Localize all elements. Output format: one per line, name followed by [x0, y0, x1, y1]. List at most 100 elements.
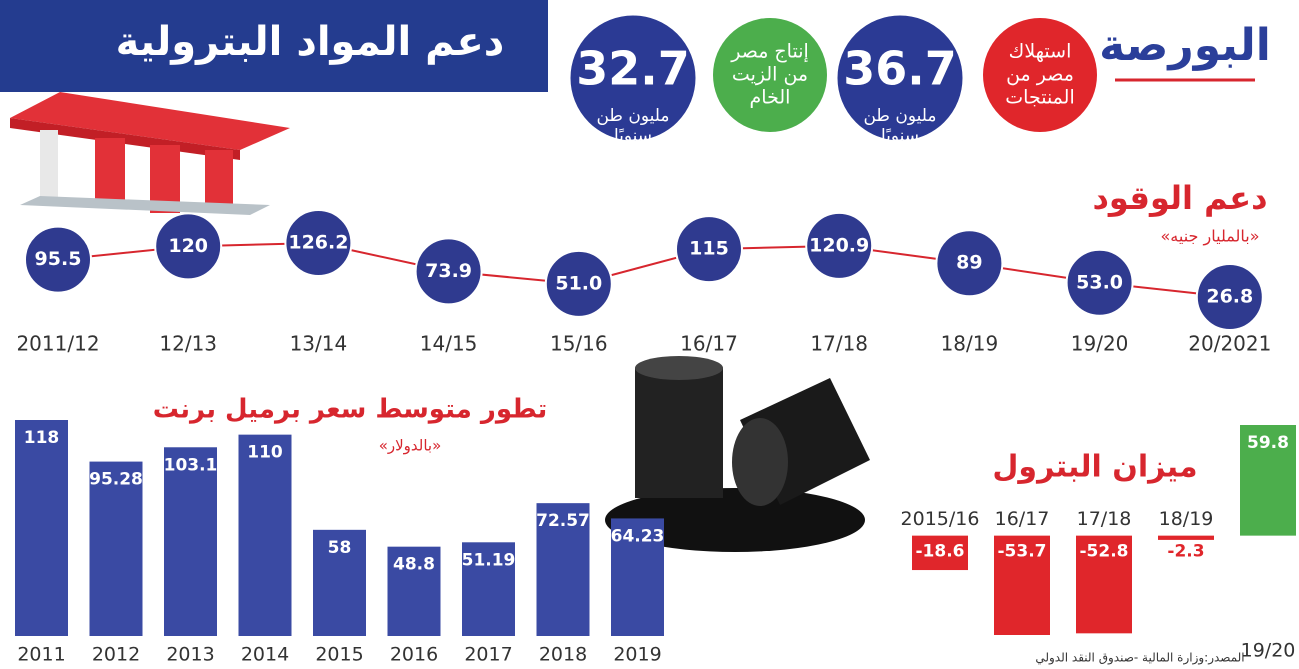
oil-spill: [605, 488, 865, 552]
chart-title: تطور متوسط سعر برميل برنت: [153, 395, 547, 425]
chart-title: دعم الوقود: [1093, 179, 1268, 217]
value-label: -52.8: [1080, 542, 1129, 562]
x-tick-label: 2015: [315, 644, 363, 666]
value-label: 95.28: [89, 470, 143, 490]
bar: [387, 546, 441, 636]
x-tick-label: 2018: [539, 644, 587, 666]
value-label: -18.6: [916, 542, 965, 562]
x-tick-label: 17/18: [810, 332, 868, 356]
x-tick-label: 14/15: [420, 332, 478, 356]
value-label: 26.8: [1206, 286, 1253, 308]
value-label: 115: [689, 238, 729, 260]
stat-unit: مليون طن: [596, 106, 669, 126]
x-tick-label: 19/20: [1241, 640, 1296, 662]
marker: [675, 215, 743, 284]
bar: [89, 461, 143, 636]
stat-unit: مليون طن: [863, 106, 936, 126]
value-label: 73.9: [425, 260, 472, 282]
x-tick-label: 16/17: [680, 332, 738, 356]
logo: البورصة: [1099, 20, 1271, 71]
value-label: 110: [247, 443, 283, 463]
source: المصدر:وزارة المالية -صندوق النقد الدولي: [1035, 651, 1244, 666]
marker: [935, 229, 1004, 298]
x-tick-label: 13/14: [290, 332, 348, 356]
stat-label: إنتاج مصر: [730, 41, 809, 64]
marker: [154, 212, 223, 281]
barrel: [635, 368, 723, 498]
bar: [1076, 535, 1132, 634]
gas-station-illustration: [10, 92, 290, 215]
value-label: 120: [168, 235, 208, 257]
pump: [95, 138, 125, 208]
x-tick-label: 20/2021: [1188, 332, 1271, 356]
line: [57, 241, 1230, 298]
x-tick-label: 2019: [613, 644, 661, 666]
title-banner: [0, 0, 548, 92]
stat-unit: سنويًا: [881, 126, 919, 146]
value-label: 58: [328, 538, 352, 558]
x-tick-label: 18/19: [1159, 508, 1214, 530]
canopy: [10, 92, 290, 150]
value-label: 103.1: [164, 455, 218, 475]
marker: [414, 237, 483, 306]
bar: [994, 535, 1050, 635]
value-label: 120.9: [809, 234, 869, 256]
stat-value: 36.7: [843, 42, 957, 96]
value-label: 72.57: [536, 511, 590, 531]
x-tick-label: 2015/16: [901, 508, 980, 530]
ground: [20, 196, 270, 215]
x-tick-label: 2012: [92, 644, 140, 666]
bar: [1240, 425, 1296, 536]
value-label: 126.2: [288, 232, 348, 254]
stat-label: المنتجات: [1005, 87, 1074, 109]
bar: [15, 420, 68, 636]
x-tick-label: 2011/12: [16, 332, 99, 356]
stat-unit: سنويًا: [614, 126, 652, 146]
bar: [313, 529, 366, 636]
x-tick-label: 2013: [166, 644, 214, 666]
x-tick-label: 2011: [17, 644, 65, 666]
marker: [284, 209, 353, 277]
x-tick-label: 19/20: [1071, 332, 1129, 356]
bar: [164, 447, 217, 636]
x-tick-label: 2017: [464, 644, 512, 666]
bar: [1158, 535, 1214, 540]
x-tick-label: 17/18: [1077, 508, 1132, 530]
barrel-top: [635, 356, 723, 380]
bar: [536, 503, 590, 636]
chart-title: ميزان البترول: [992, 450, 1197, 485]
chart-subtitle: «بالدولار»: [379, 437, 442, 455]
marker: [805, 211, 874, 280]
barrel-end: [732, 418, 788, 506]
value-label: 89: [956, 252, 982, 274]
value-label: 48.8: [393, 555, 435, 575]
x-tick-label: 18/19: [941, 332, 999, 356]
bar: [912, 535, 968, 571]
pillar: [40, 130, 58, 205]
pump: [205, 150, 233, 212]
value-label: 95.5: [35, 248, 82, 270]
value-label: 51.0: [555, 272, 602, 294]
value-label: 118: [24, 428, 60, 448]
x-tick-label: 2016: [390, 644, 438, 666]
x-tick-label: 2014: [241, 644, 289, 666]
stat-value-circle: [834, 12, 966, 144]
value-label: 51.19: [462, 550, 516, 570]
stat-value: 32.7: [576, 42, 690, 96]
stat-label: استهلاك: [1009, 41, 1072, 63]
page-title: دعم المواد البترولية: [116, 19, 505, 65]
bar: [238, 434, 292, 636]
x-tick-label: 16/17: [995, 508, 1050, 530]
marker: [544, 249, 613, 318]
x-tick-label: 12/13: [159, 332, 217, 356]
marker: [1195, 263, 1264, 331]
stat-value-circle: [567, 12, 699, 144]
bar: [462, 542, 515, 636]
value-label: -2.3: [1167, 542, 1204, 562]
marker: [24, 225, 92, 294]
bar: [611, 518, 664, 636]
chart-subtitle: «بالمليار جنيه»: [1161, 227, 1260, 247]
oil-barrels-illustration: [605, 356, 870, 552]
